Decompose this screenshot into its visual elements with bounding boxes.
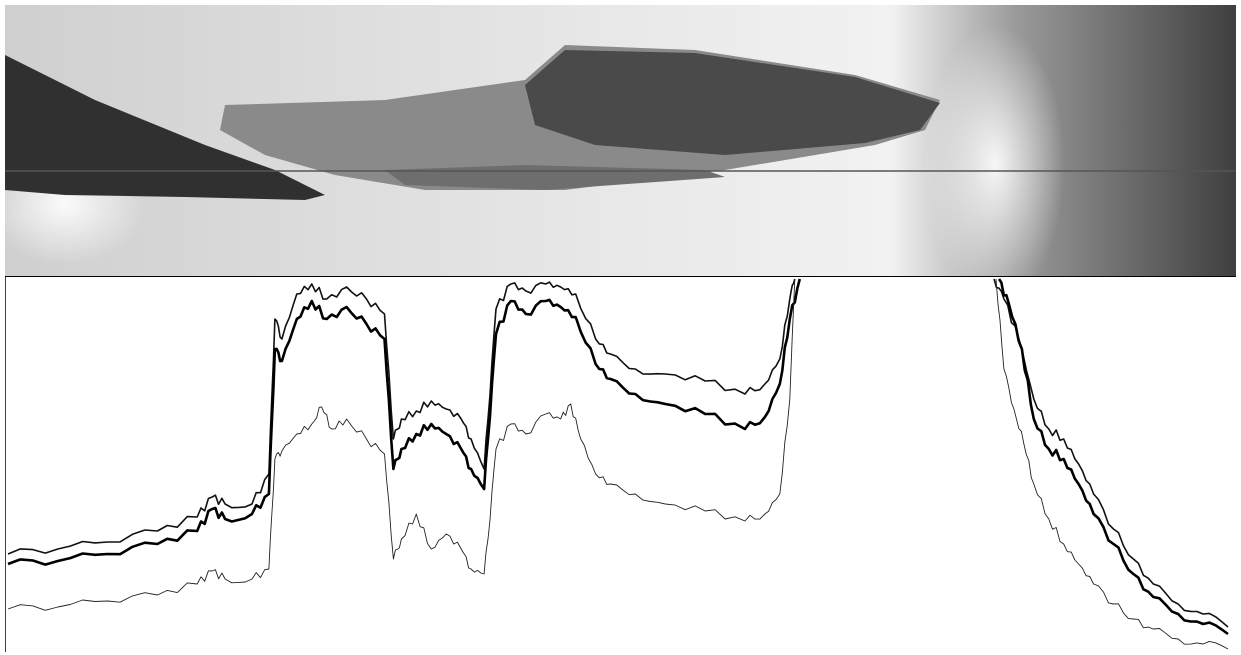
series-line-5 bbox=[999, 279, 1228, 634]
series-line-2 bbox=[8, 279, 800, 565]
photo-image bbox=[5, 5, 1236, 276]
series-line-3 bbox=[8, 279, 795, 610]
grain-overlay bbox=[5, 5, 1236, 276]
series-line-6 bbox=[996, 279, 1228, 649]
photo-panel bbox=[5, 5, 1236, 276]
series-line-1 bbox=[8, 279, 795, 554]
plot-panel bbox=[5, 276, 1236, 652]
series-group bbox=[8, 279, 1228, 649]
series-line-4 bbox=[994, 279, 1228, 627]
intensity-plot bbox=[5, 276, 1236, 652]
